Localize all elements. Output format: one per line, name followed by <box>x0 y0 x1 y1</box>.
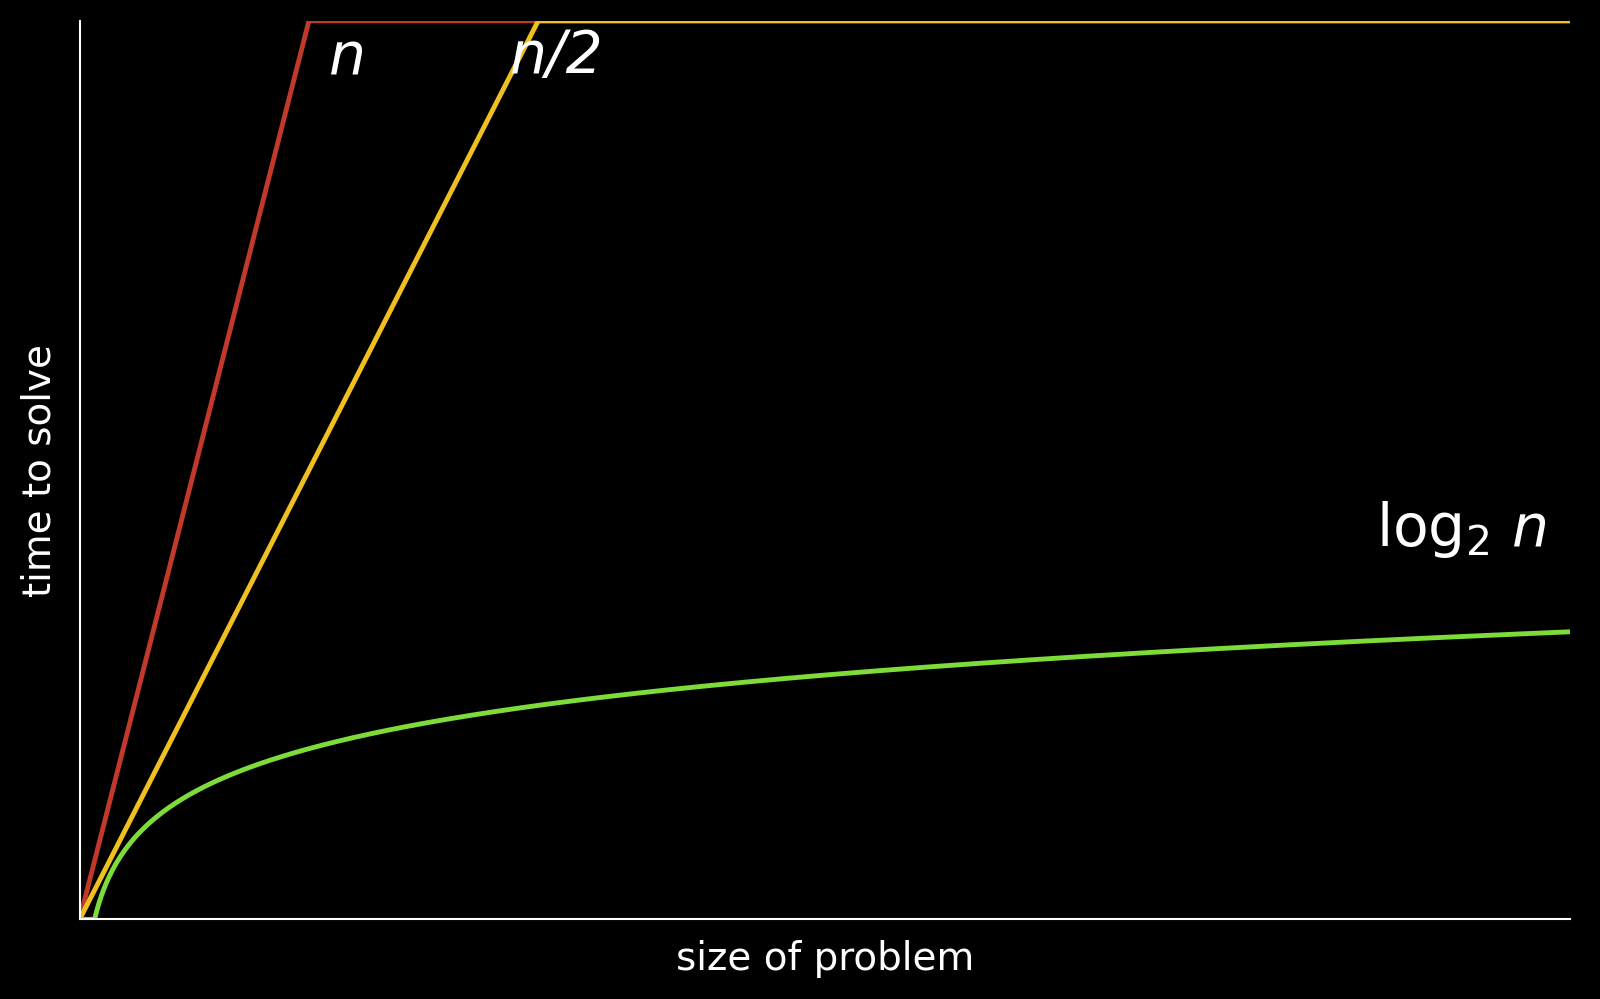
Text: n: n <box>330 28 366 85</box>
Text: log$_2$ $\it{n}$: log$_2$ $\it{n}$ <box>1376 499 1547 559</box>
X-axis label: size of problem: size of problem <box>675 940 974 978</box>
Text: n/2: n/2 <box>509 28 603 85</box>
Y-axis label: time to solve: time to solve <box>21 344 59 596</box>
